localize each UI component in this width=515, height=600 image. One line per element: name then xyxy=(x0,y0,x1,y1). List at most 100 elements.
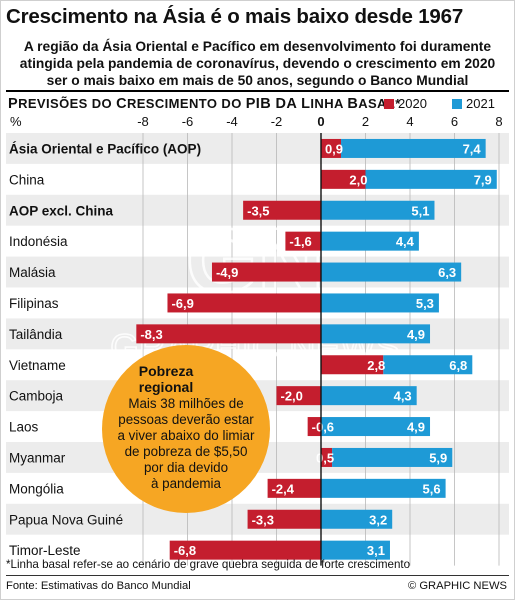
legend-swatch xyxy=(452,98,462,109)
bar-2020 xyxy=(167,293,321,313)
bar-2021 xyxy=(365,169,497,189)
chart-title-part: P xyxy=(8,96,19,112)
chart-title: PREVISÕES DO CRESCIMENTO DO PIB DA LINHA… xyxy=(8,96,401,112)
divider-rule xyxy=(6,90,509,92)
bar-2020 xyxy=(267,478,321,498)
legend-label: 2021 xyxy=(466,96,495,111)
category-label: Laos xyxy=(9,420,39,435)
value-label-2020: -6,9 xyxy=(171,296,193,311)
category-label: Timor-Leste xyxy=(9,543,81,558)
bar-2020 xyxy=(321,355,384,375)
category-label: Papua Nova Guiné xyxy=(9,512,123,527)
value-label-2021: 3,1 xyxy=(367,543,385,558)
value-label-2021: 4,3 xyxy=(394,389,412,404)
category-label: Myanmar xyxy=(9,450,66,465)
value-label-2020: 0,9 xyxy=(325,141,343,156)
value-label-2020: -1,6 xyxy=(289,234,311,249)
bar-2020 xyxy=(307,417,321,437)
unit-label: % xyxy=(10,114,22,129)
value-label-2021: 4,4 xyxy=(396,234,415,249)
value-label-2021: 4,9 xyxy=(407,420,425,435)
bar-2020 xyxy=(321,169,366,189)
chart-title-part: REVISÕES DO xyxy=(18,96,117,111)
chart-title-part: B xyxy=(347,96,359,112)
value-label-2021: 5,9 xyxy=(429,450,447,465)
bar-2020 xyxy=(321,447,333,467)
value-label-2021: 5,3 xyxy=(416,296,434,311)
chart-title-part: PIB DA xyxy=(245,96,302,112)
value-label-2020: -6,8 xyxy=(174,543,196,558)
bar-2020 xyxy=(136,324,321,344)
value-label-2020: 2,0 xyxy=(349,172,367,187)
chart-title-part: INHA xyxy=(310,96,348,111)
bar-2021 xyxy=(321,386,417,406)
bar-2020 xyxy=(321,138,342,158)
bar-2020 xyxy=(285,231,321,251)
tick-label: 0 xyxy=(317,114,324,129)
bar-2021 xyxy=(332,447,453,467)
subtitle-line: A região da Ásia Oriental e Pacífico em … xyxy=(23,39,492,54)
tick-label: 8 xyxy=(495,114,502,129)
value-label-2020: 0,5 xyxy=(316,450,334,465)
subtitle: A região da Ásia Oriental e Pacífico em … xyxy=(0,38,515,89)
legend-item-2020: 2020 xyxy=(384,96,427,111)
chart-title-part: C xyxy=(116,96,127,112)
bar-2020 xyxy=(169,540,321,560)
tick-label: -2 xyxy=(271,114,283,129)
callout-body-line: Mais 38 milhões de xyxy=(128,396,243,411)
tick-label: 4 xyxy=(406,114,413,129)
category-label: Malásia xyxy=(9,265,56,280)
category-label: Camboja xyxy=(9,389,64,404)
subtitle-line: atingida pela pandemia de coronavírus, d… xyxy=(19,56,496,71)
page-title: Crescimento na Ásia é o mais baixo desde… xyxy=(6,5,464,28)
callout-title: regional xyxy=(139,379,193,395)
callout-circle xyxy=(102,345,270,513)
value-label-2021: 6,3 xyxy=(438,265,456,280)
value-label-2020: -4,9 xyxy=(216,265,238,280)
bar-2021 xyxy=(321,262,462,282)
bar-2021 xyxy=(321,509,393,529)
callout-body-line: de pobreza de $5,50 xyxy=(125,444,248,459)
category-label: Filipinas xyxy=(9,296,59,311)
bar-2020 xyxy=(247,509,321,529)
bar-2020 xyxy=(276,386,321,406)
value-label-2020: 2,8 xyxy=(367,358,385,373)
bar-2021 xyxy=(341,138,486,158)
value-label-2020: -8,3 xyxy=(140,327,162,342)
value-label-2021: 5,1 xyxy=(411,203,429,218)
tick-label: 2 xyxy=(362,114,369,129)
bar-2021 xyxy=(321,200,435,220)
value-label-2021: 7,9 xyxy=(474,172,492,187)
value-label-2021: 4,9 xyxy=(407,327,425,342)
category-label: Vietname xyxy=(9,358,66,373)
value-label-2020: -2,4 xyxy=(272,481,295,496)
callout-body-line: por dia devido xyxy=(144,460,228,475)
callout-body-line: à pandemia xyxy=(151,476,222,491)
chart-title-part: L xyxy=(301,96,311,112)
bar-2021 xyxy=(321,417,431,437)
value-label-2021: 3,2 xyxy=(369,512,387,527)
category-label: Tailândia xyxy=(9,327,63,342)
source-note: Fonte: Estimativas do Banco Mundial xyxy=(6,580,191,592)
tick-label: -8 xyxy=(137,114,149,129)
value-label-2020: -3,3 xyxy=(252,512,274,527)
bar-2021 xyxy=(383,355,473,375)
category-label: Indonésia xyxy=(9,234,68,249)
legend-swatch xyxy=(384,98,394,109)
footer-rule xyxy=(6,575,509,576)
credit: © GRAPHIC NEWS xyxy=(408,580,507,592)
bar-2020 xyxy=(243,200,321,220)
subtitle-line: ser o mais baixo em mais de 50 anos, seg… xyxy=(46,73,469,88)
chart-title-part: RESCIMENTO DO xyxy=(126,96,246,111)
callout-body-line: pessoas deverão estar xyxy=(118,412,254,427)
callout-title: Pobreza xyxy=(139,363,194,379)
category-label: China xyxy=(9,172,45,187)
category-label: Mongólia xyxy=(9,481,64,496)
legend-label: 2020 xyxy=(398,96,427,111)
value-label-2021: 5,6 xyxy=(423,481,441,496)
value-label-2020: -3,5 xyxy=(247,203,269,218)
value-label-2021: 6,8 xyxy=(449,358,467,373)
bar-2021 xyxy=(321,540,390,560)
value-label-2020: -2,0 xyxy=(281,389,303,404)
